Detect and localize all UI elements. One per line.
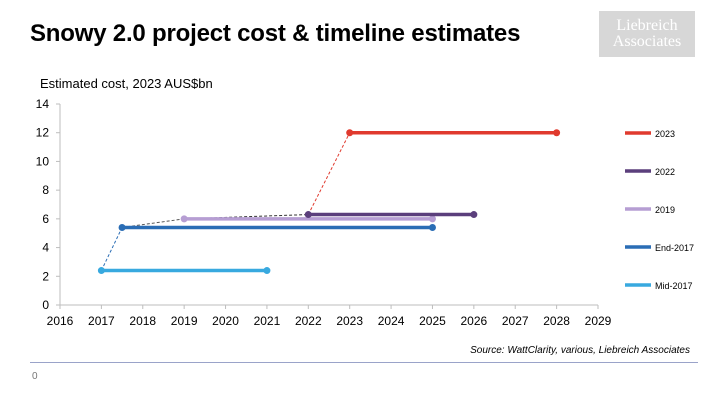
legend-label: 2019 bbox=[655, 205, 675, 215]
y-tick-label: 4 bbox=[42, 241, 49, 255]
legend-label: 2022 bbox=[655, 167, 675, 177]
series-point-end-2017 bbox=[118, 223, 126, 231]
x-tick-label: 2023 bbox=[336, 314, 363, 328]
series-point-2019 bbox=[180, 215, 188, 223]
y-tick-label: 0 bbox=[42, 298, 49, 312]
x-tick-label: 2022 bbox=[295, 314, 322, 328]
y-tick-label: 6 bbox=[42, 212, 49, 226]
chart-axes: 0 2 4 6 8 10 12 14 2016 2017 2018 2019 2020 2021 2022 2… bbox=[36, 97, 612, 328]
series-point-2023 bbox=[553, 129, 561, 137]
series-lines bbox=[97, 129, 561, 275]
series-point-2019 bbox=[428, 215, 436, 223]
series-point-mid-2017 bbox=[97, 267, 105, 275]
dashed-connector bbox=[307, 132, 351, 215]
legend-label: End-2017 bbox=[655, 243, 694, 253]
y-tick-label: 8 bbox=[42, 183, 49, 197]
source-note: Source: WattClarity, various, Liebreich … bbox=[470, 345, 690, 356]
x-tick-label: 2027 bbox=[502, 314, 529, 328]
x-tick-label: 2019 bbox=[171, 314, 198, 328]
logo-line-2: Associates bbox=[612, 33, 682, 50]
x-tick-label: 2026 bbox=[460, 314, 487, 328]
series-point-end-2017 bbox=[428, 223, 436, 231]
x-tick-label: 2020 bbox=[212, 314, 239, 328]
logo-line-1: Liebreich bbox=[616, 17, 678, 34]
x-tick-label: 2016 bbox=[47, 314, 74, 328]
x-tick-label: 2024 bbox=[378, 314, 405, 328]
x-tick-label: 2029 bbox=[585, 314, 612, 328]
y-axis-title: Estimated cost, 2023 AUS$bn bbox=[40, 76, 213, 91]
x-tick-label: 2018 bbox=[129, 314, 156, 328]
y-tick-label: 12 bbox=[36, 126, 50, 140]
dashed-connector bbox=[100, 227, 123, 271]
series-point-2022 bbox=[304, 211, 312, 219]
legend-label: 2023 bbox=[655, 129, 675, 139]
footer-divider bbox=[30, 362, 698, 363]
series-point-mid-2017 bbox=[263, 267, 271, 275]
x-tick-label: 2017 bbox=[88, 314, 115, 328]
liebreich-logo: Liebreich Associates bbox=[599, 11, 695, 57]
x-tick-label: 2021 bbox=[254, 314, 281, 328]
y-tick-label: 14 bbox=[36, 97, 50, 111]
x-tick-label: 2028 bbox=[543, 314, 570, 328]
series-point-2023 bbox=[346, 129, 354, 137]
dashed-connectors bbox=[100, 132, 351, 271]
y-tick-label: 2 bbox=[42, 269, 49, 283]
slide-title: Snowy 2.0 project cost & timeline estima… bbox=[30, 20, 521, 47]
series-point-2022 bbox=[470, 211, 478, 219]
y-tick-label: 10 bbox=[36, 154, 50, 168]
legend-label: Mid-2017 bbox=[655, 281, 693, 291]
cost-timeline-chart: Estimated cost, 2023 AUS$bn 0 2 4 6 8 10 12 14 2… bbox=[36, 76, 694, 328]
page-number: 0 bbox=[32, 371, 38, 382]
x-tick-label: 2025 bbox=[419, 314, 446, 328]
chart-legend: 2023 2022 2019 End-2017 Mid-2017 bbox=[625, 129, 694, 291]
